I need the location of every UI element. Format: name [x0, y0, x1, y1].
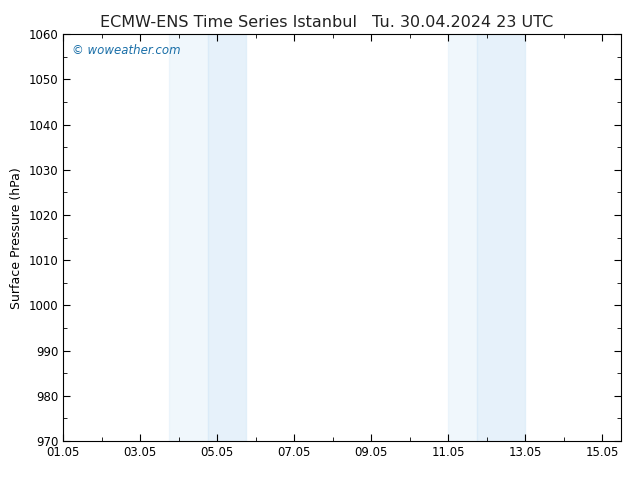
Bar [208, 34, 246, 441]
Text: © woweather.com: © woweather.com [72, 45, 181, 57]
Bar [169, 34, 208, 441]
Text: ECMW-ENS Time Series Istanbul: ECMW-ENS Time Series Istanbul [100, 15, 357, 30]
Bar [448, 34, 477, 441]
Y-axis label: Surface Pressure (hPa): Surface Pressure (hPa) [10, 167, 23, 309]
Text: Tu. 30.04.2024 23 UTC: Tu. 30.04.2024 23 UTC [372, 15, 553, 30]
Bar [477, 34, 525, 441]
